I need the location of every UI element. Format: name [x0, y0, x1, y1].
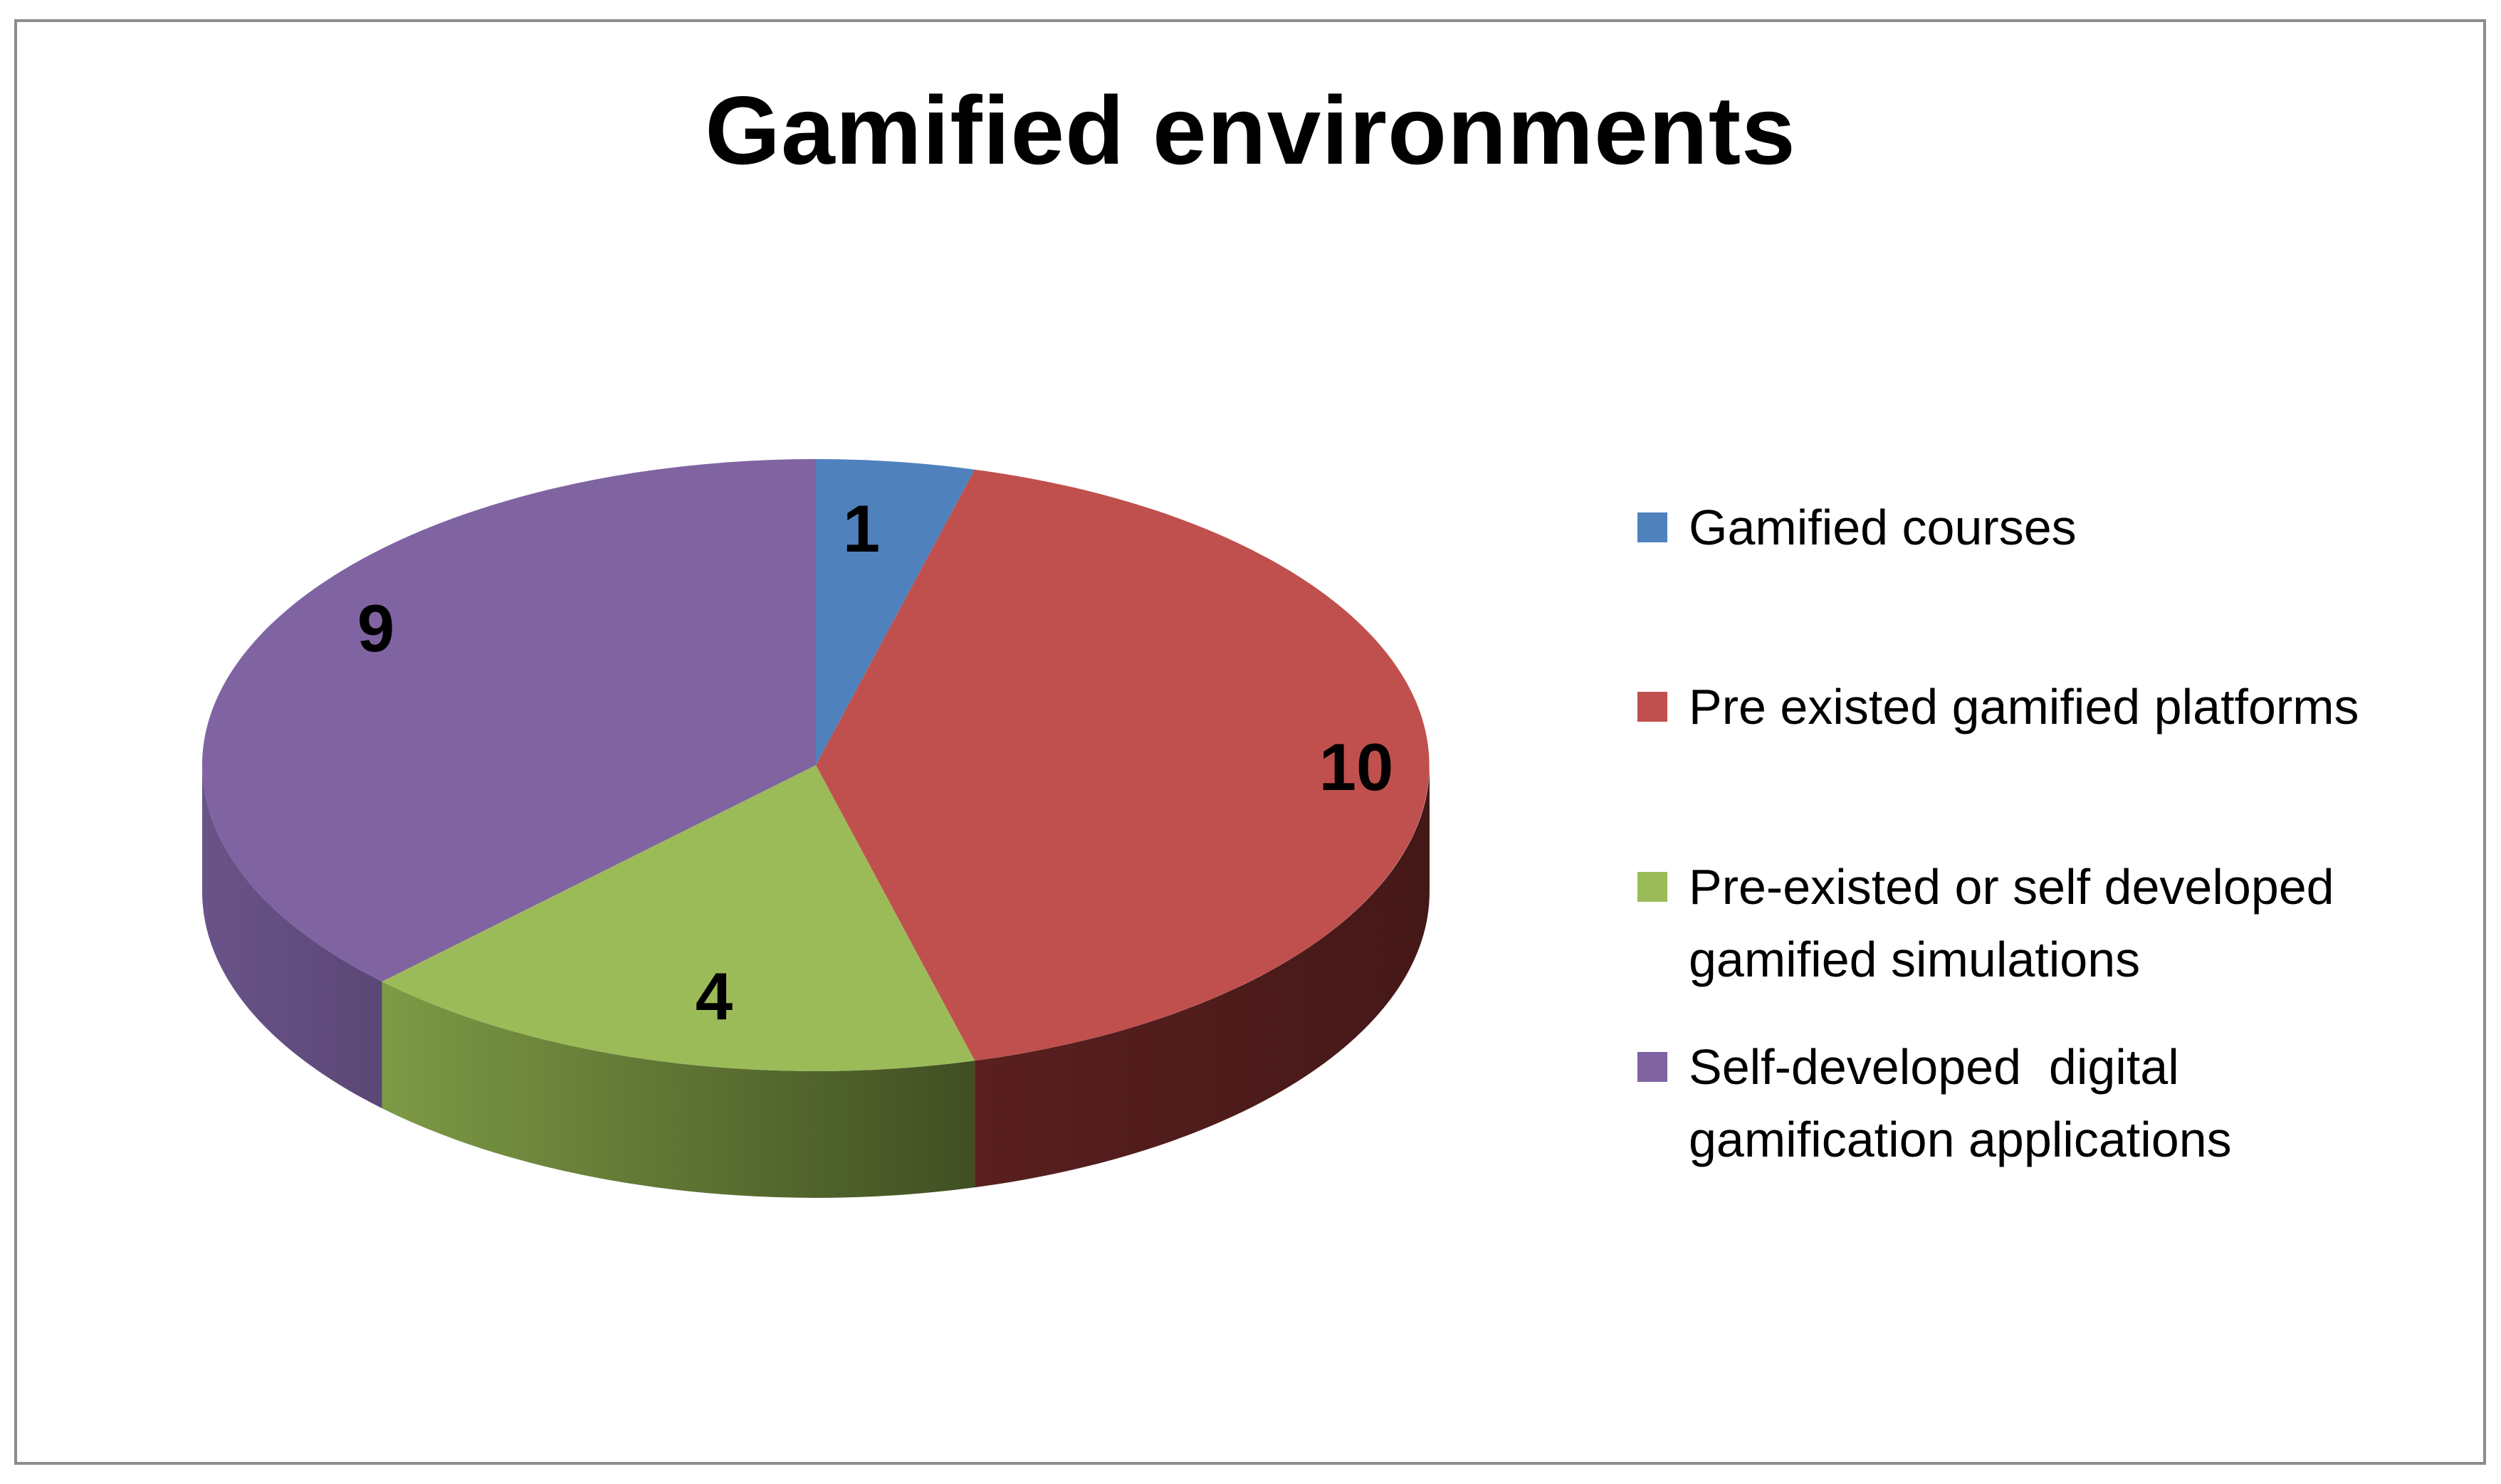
- legend-swatch: [1637, 692, 1667, 722]
- pie-slice-self-developed-apps: [201, 459, 816, 982]
- legend-swatch: [1637, 1052, 1667, 1082]
- data-label-pre-existed-platforms: 10: [1319, 730, 1394, 804]
- legend-label-line: Pre existed gamified platforms: [1689, 679, 2359, 735]
- legend-label-line: Gamified courses: [1689, 500, 2077, 555]
- data-label-gamified-courses: 1: [843, 491, 880, 566]
- pie-side-pre-existed-platforms: [975, 765, 1430, 1188]
- data-label-self-developed-apps: 9: [357, 591, 394, 665]
- legend-label-line: Self-developed digital: [1689, 1039, 2179, 1095]
- legend-label: Self-developed digital gamification appli…: [1689, 1031, 2458, 1176]
- legend-label-line: gamified simulations: [1689, 932, 2141, 987]
- data-label-simulations: 4: [696, 959, 733, 1033]
- pie-slice-simulations: [382, 765, 975, 1071]
- legend-label-line: gamification applications: [1689, 1112, 2232, 1167]
- pie-side-self-developed-apps: [201, 765, 382, 1109]
- legend-label: Pre-existed or self developed gamified si…: [1689, 851, 2458, 996]
- pie-side-simulations: [382, 982, 975, 1198]
- pie-slice-gamified-courses: [816, 459, 975, 765]
- legend-swatch: [1637, 872, 1667, 902]
- legend-label: Gamified courses: [1689, 491, 2458, 564]
- legend-label: Pre existed gamified platforms: [1689, 670, 2458, 743]
- legend-swatch: [1637, 512, 1667, 542]
- legend-label-line: Pre-existed or self developed: [1689, 859, 2334, 915]
- chart-title: Gamified environments: [705, 76, 1796, 184]
- pie-slice-pre-existed-platforms: [816, 469, 1430, 1061]
